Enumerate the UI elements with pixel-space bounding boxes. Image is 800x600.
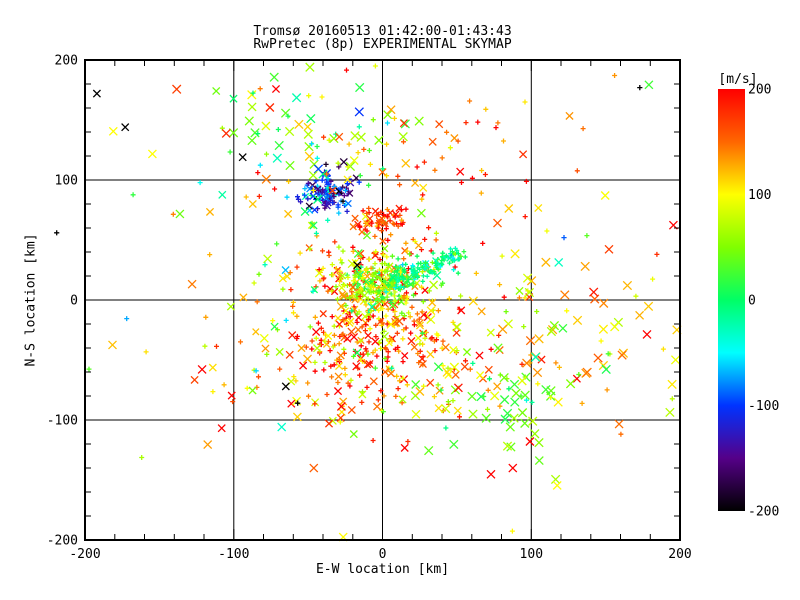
colorbar-tick-label: -200 [748,505,779,520]
x-tick-label: -100 [218,547,249,562]
colorbar-gradient [718,89,745,511]
colorbar-tick-label: -100 [748,399,779,414]
axis-tick-labels: -200 -100 0 100 200 -200 -100 0 100 200 [47,54,692,563]
y-tick-label: 0 [70,294,78,309]
colorbar-tick-label: 0 [748,294,756,309]
x-tick-label: 100 [520,547,543,562]
plot-subtitle: RwPretec (8p) EXPERIMENTAL SKYMAP [253,37,512,52]
x-tick-label: -200 [69,547,100,562]
y-tick-label: 200 [55,54,78,69]
y-tick-label: -200 [47,534,78,549]
colorbar-tick-label: 100 [748,188,771,203]
y-tick-label: 100 [55,174,78,189]
colorbar-tick-label: 200 [748,83,771,98]
colorbar: 200 100 0 -100 -200 [718,83,779,520]
x-axis-label: E-W location [km] [315,562,450,577]
plot-title: Tromsø 20160513 01:42:00-01:43:43 [253,24,512,39]
y-axis-label: N-S location [km] [23,233,39,367]
colorbar-label: [m/s] [718,72,758,87]
x-tick-label: 200 [668,547,691,562]
axis-ticks [84,59,681,541]
y-tick-label: -100 [47,414,78,429]
scatter-points [54,62,682,542]
x-tick-label: 0 [379,547,387,562]
